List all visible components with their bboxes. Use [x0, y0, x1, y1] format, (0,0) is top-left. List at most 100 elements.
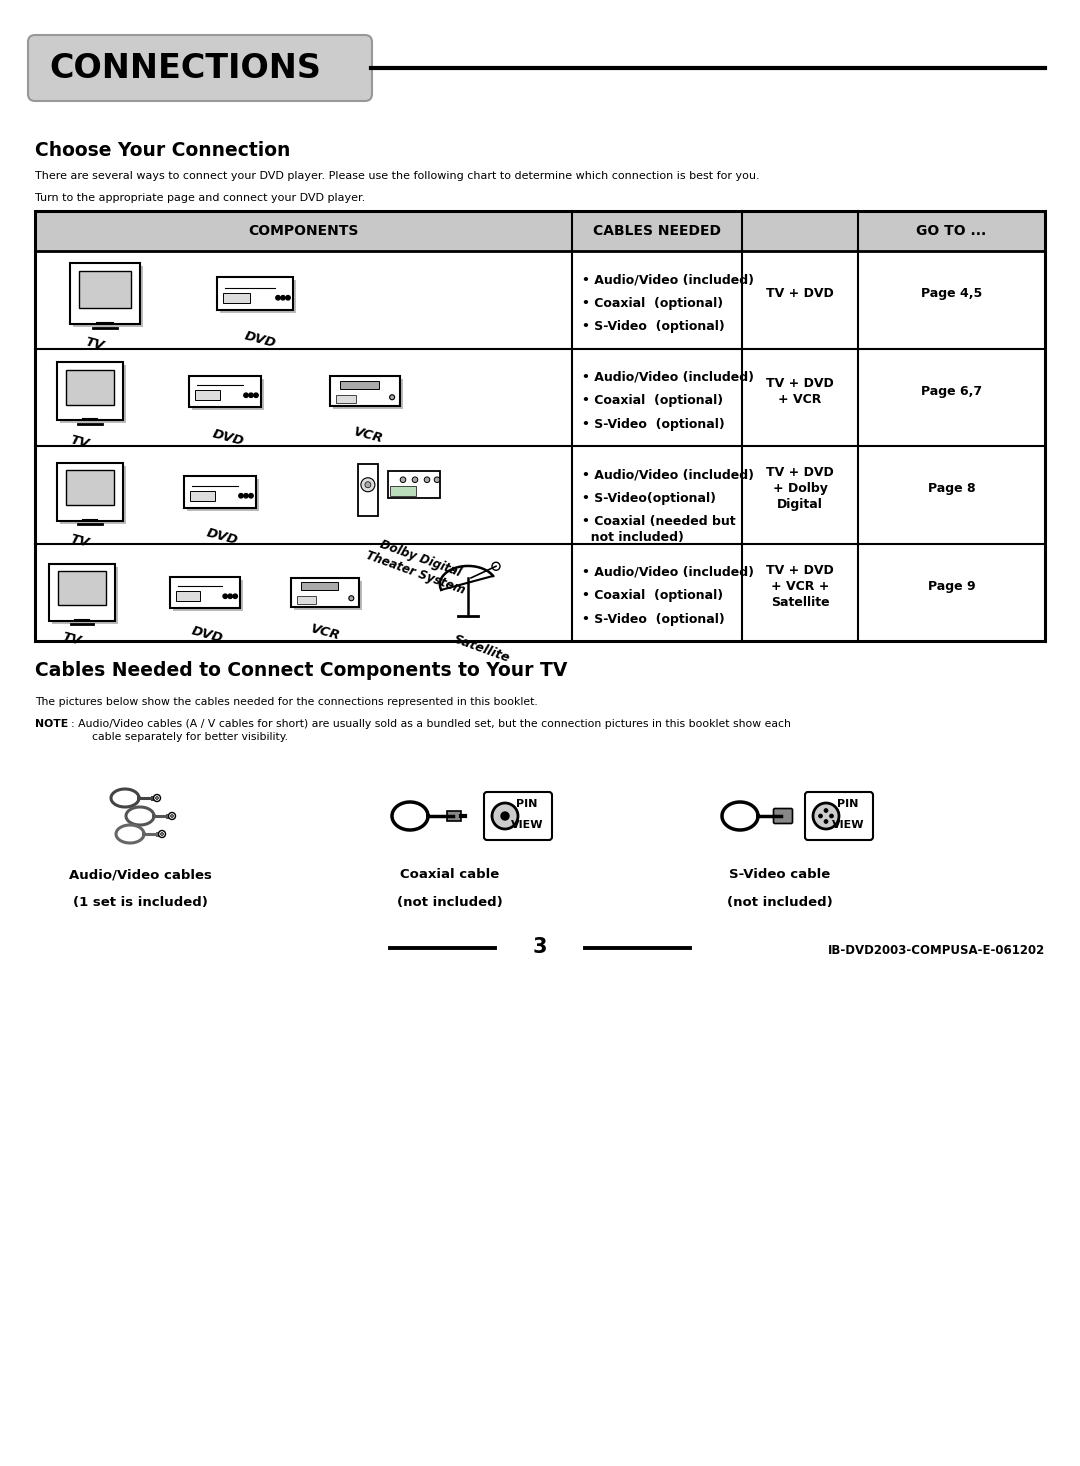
FancyBboxPatch shape [59, 365, 126, 424]
Text: TV: TV [62, 630, 83, 648]
Circle shape [228, 594, 232, 598]
Text: Page 8: Page 8 [928, 482, 975, 496]
Text: • Audio/Video (included): • Audio/Video (included) [582, 468, 754, 481]
Circle shape [819, 814, 822, 818]
Text: Page 6,7: Page 6,7 [921, 384, 982, 397]
Text: DVD: DVD [190, 625, 225, 645]
Bar [58, 572, 106, 605]
Text: TV + DVD
+ VCR: TV + DVD + VCR [766, 377, 834, 406]
Text: • Coaxial  (optional): • Coaxial (optional) [582, 296, 724, 309]
Circle shape [361, 478, 375, 491]
Circle shape [222, 594, 228, 598]
Text: Satellite: Satellite [453, 632, 512, 664]
FancyBboxPatch shape [805, 792, 873, 840]
Text: TV + DVD
+ VCR +
Satellite: TV + DVD + VCR + Satellite [766, 564, 834, 608]
Circle shape [390, 394, 394, 400]
Text: Page 4,5: Page 4,5 [921, 287, 982, 301]
Bar [388, 471, 441, 498]
Circle shape [171, 815, 174, 818]
Circle shape [824, 819, 827, 824]
Text: Coaxial cable: Coaxial cable [401, 868, 500, 881]
Text: GO TO ...: GO TO ... [916, 224, 987, 237]
Text: VIEW: VIEW [832, 819, 864, 830]
Text: (1 set is included): (1 set is included) [72, 896, 207, 909]
Text: PIN: PIN [837, 799, 859, 809]
Text: : Audio/Video cables (A / V cables for short) are usually sold as a bundled set,: : Audio/Video cables (A / V cables for s… [71, 718, 791, 742]
Text: Page 9: Page 9 [928, 579, 975, 592]
FancyBboxPatch shape [52, 567, 118, 623]
Circle shape [413, 476, 418, 482]
Bar [151, 796, 157, 800]
Text: (not included): (not included) [727, 896, 833, 909]
Text: COMPONENTS: COMPONENTS [248, 224, 359, 237]
Circle shape [492, 563, 500, 570]
Text: DVD: DVD [211, 427, 245, 449]
Bar [340, 381, 378, 390]
Bar [390, 485, 416, 496]
Circle shape [254, 393, 258, 397]
Bar [336, 396, 355, 403]
Text: 3: 3 [532, 937, 548, 957]
Circle shape [501, 812, 509, 819]
Text: TV + DVD
+ Dolby
Digital: TV + DVD + Dolby Digital [766, 466, 834, 512]
Bar [66, 369, 114, 405]
Text: • S-Video  (optional): • S-Video (optional) [582, 613, 725, 626]
Bar [189, 375, 261, 408]
Bar [220, 280, 296, 314]
Text: TV: TV [69, 532, 91, 550]
Bar [35, 211, 1045, 251]
Circle shape [248, 494, 253, 498]
FancyBboxPatch shape [59, 466, 126, 523]
Bar [333, 380, 403, 409]
Circle shape [401, 476, 406, 482]
Bar [187, 479, 259, 510]
Bar [170, 576, 240, 607]
Text: VCR: VCR [352, 425, 384, 446]
Circle shape [153, 795, 161, 802]
Bar [173, 581, 243, 611]
Text: Cables Needed to Connect Components to Your TV: Cables Needed to Connect Components to Y… [35, 661, 567, 680]
Text: (not included): (not included) [397, 896, 503, 909]
Text: • S-Video  (optional): • S-Video (optional) [582, 418, 725, 431]
Text: DVD: DVD [205, 526, 240, 548]
Circle shape [275, 296, 280, 301]
Bar [195, 390, 220, 400]
Bar [217, 277, 293, 311]
FancyBboxPatch shape [70, 264, 140, 324]
Text: Choose Your Connection: Choose Your Connection [35, 141, 291, 160]
Circle shape [434, 476, 440, 482]
FancyBboxPatch shape [773, 809, 793, 824]
Bar [66, 471, 114, 506]
Text: NOTE: NOTE [35, 718, 68, 729]
Circle shape [365, 482, 370, 488]
Bar [190, 491, 215, 501]
Text: • S-Video(optional): • S-Video(optional) [582, 491, 716, 504]
Text: Dolby Digital
Theater System: Dolby Digital Theater System [364, 535, 472, 597]
Bar [166, 814, 172, 818]
Bar [79, 271, 131, 308]
Bar [156, 831, 162, 837]
Circle shape [168, 812, 175, 819]
Text: DVD: DVD [243, 330, 278, 350]
Text: There are several ways to connect your DVD player. Please use the following char: There are several ways to connect your D… [35, 172, 759, 180]
Text: VIEW: VIEW [511, 819, 543, 830]
FancyBboxPatch shape [484, 792, 552, 840]
Circle shape [829, 814, 834, 818]
FancyBboxPatch shape [56, 362, 123, 421]
Text: CABLES NEEDED: CABLES NEEDED [593, 224, 721, 237]
Circle shape [244, 494, 248, 498]
Bar [35, 211, 1045, 641]
Bar [294, 581, 362, 610]
Text: • Coaxial (needed but
  not included): • Coaxial (needed but not included) [582, 515, 735, 544]
Text: Audio/Video cables: Audio/Video cables [68, 868, 212, 881]
Text: The pictures below show the cables needed for the connections represented in thi: The pictures below show the cables neede… [35, 696, 538, 707]
Bar [357, 463, 378, 516]
Text: IB-DVD2003-COMPUSA-E-061202: IB-DVD2003-COMPUSA-E-061202 [827, 944, 1045, 957]
Bar [297, 597, 315, 604]
Bar [300, 582, 338, 591]
Bar [447, 811, 461, 821]
Circle shape [239, 494, 243, 498]
FancyBboxPatch shape [50, 564, 114, 620]
Text: TV: TV [84, 336, 106, 353]
Text: • Coaxial  (optional): • Coaxial (optional) [582, 589, 724, 603]
